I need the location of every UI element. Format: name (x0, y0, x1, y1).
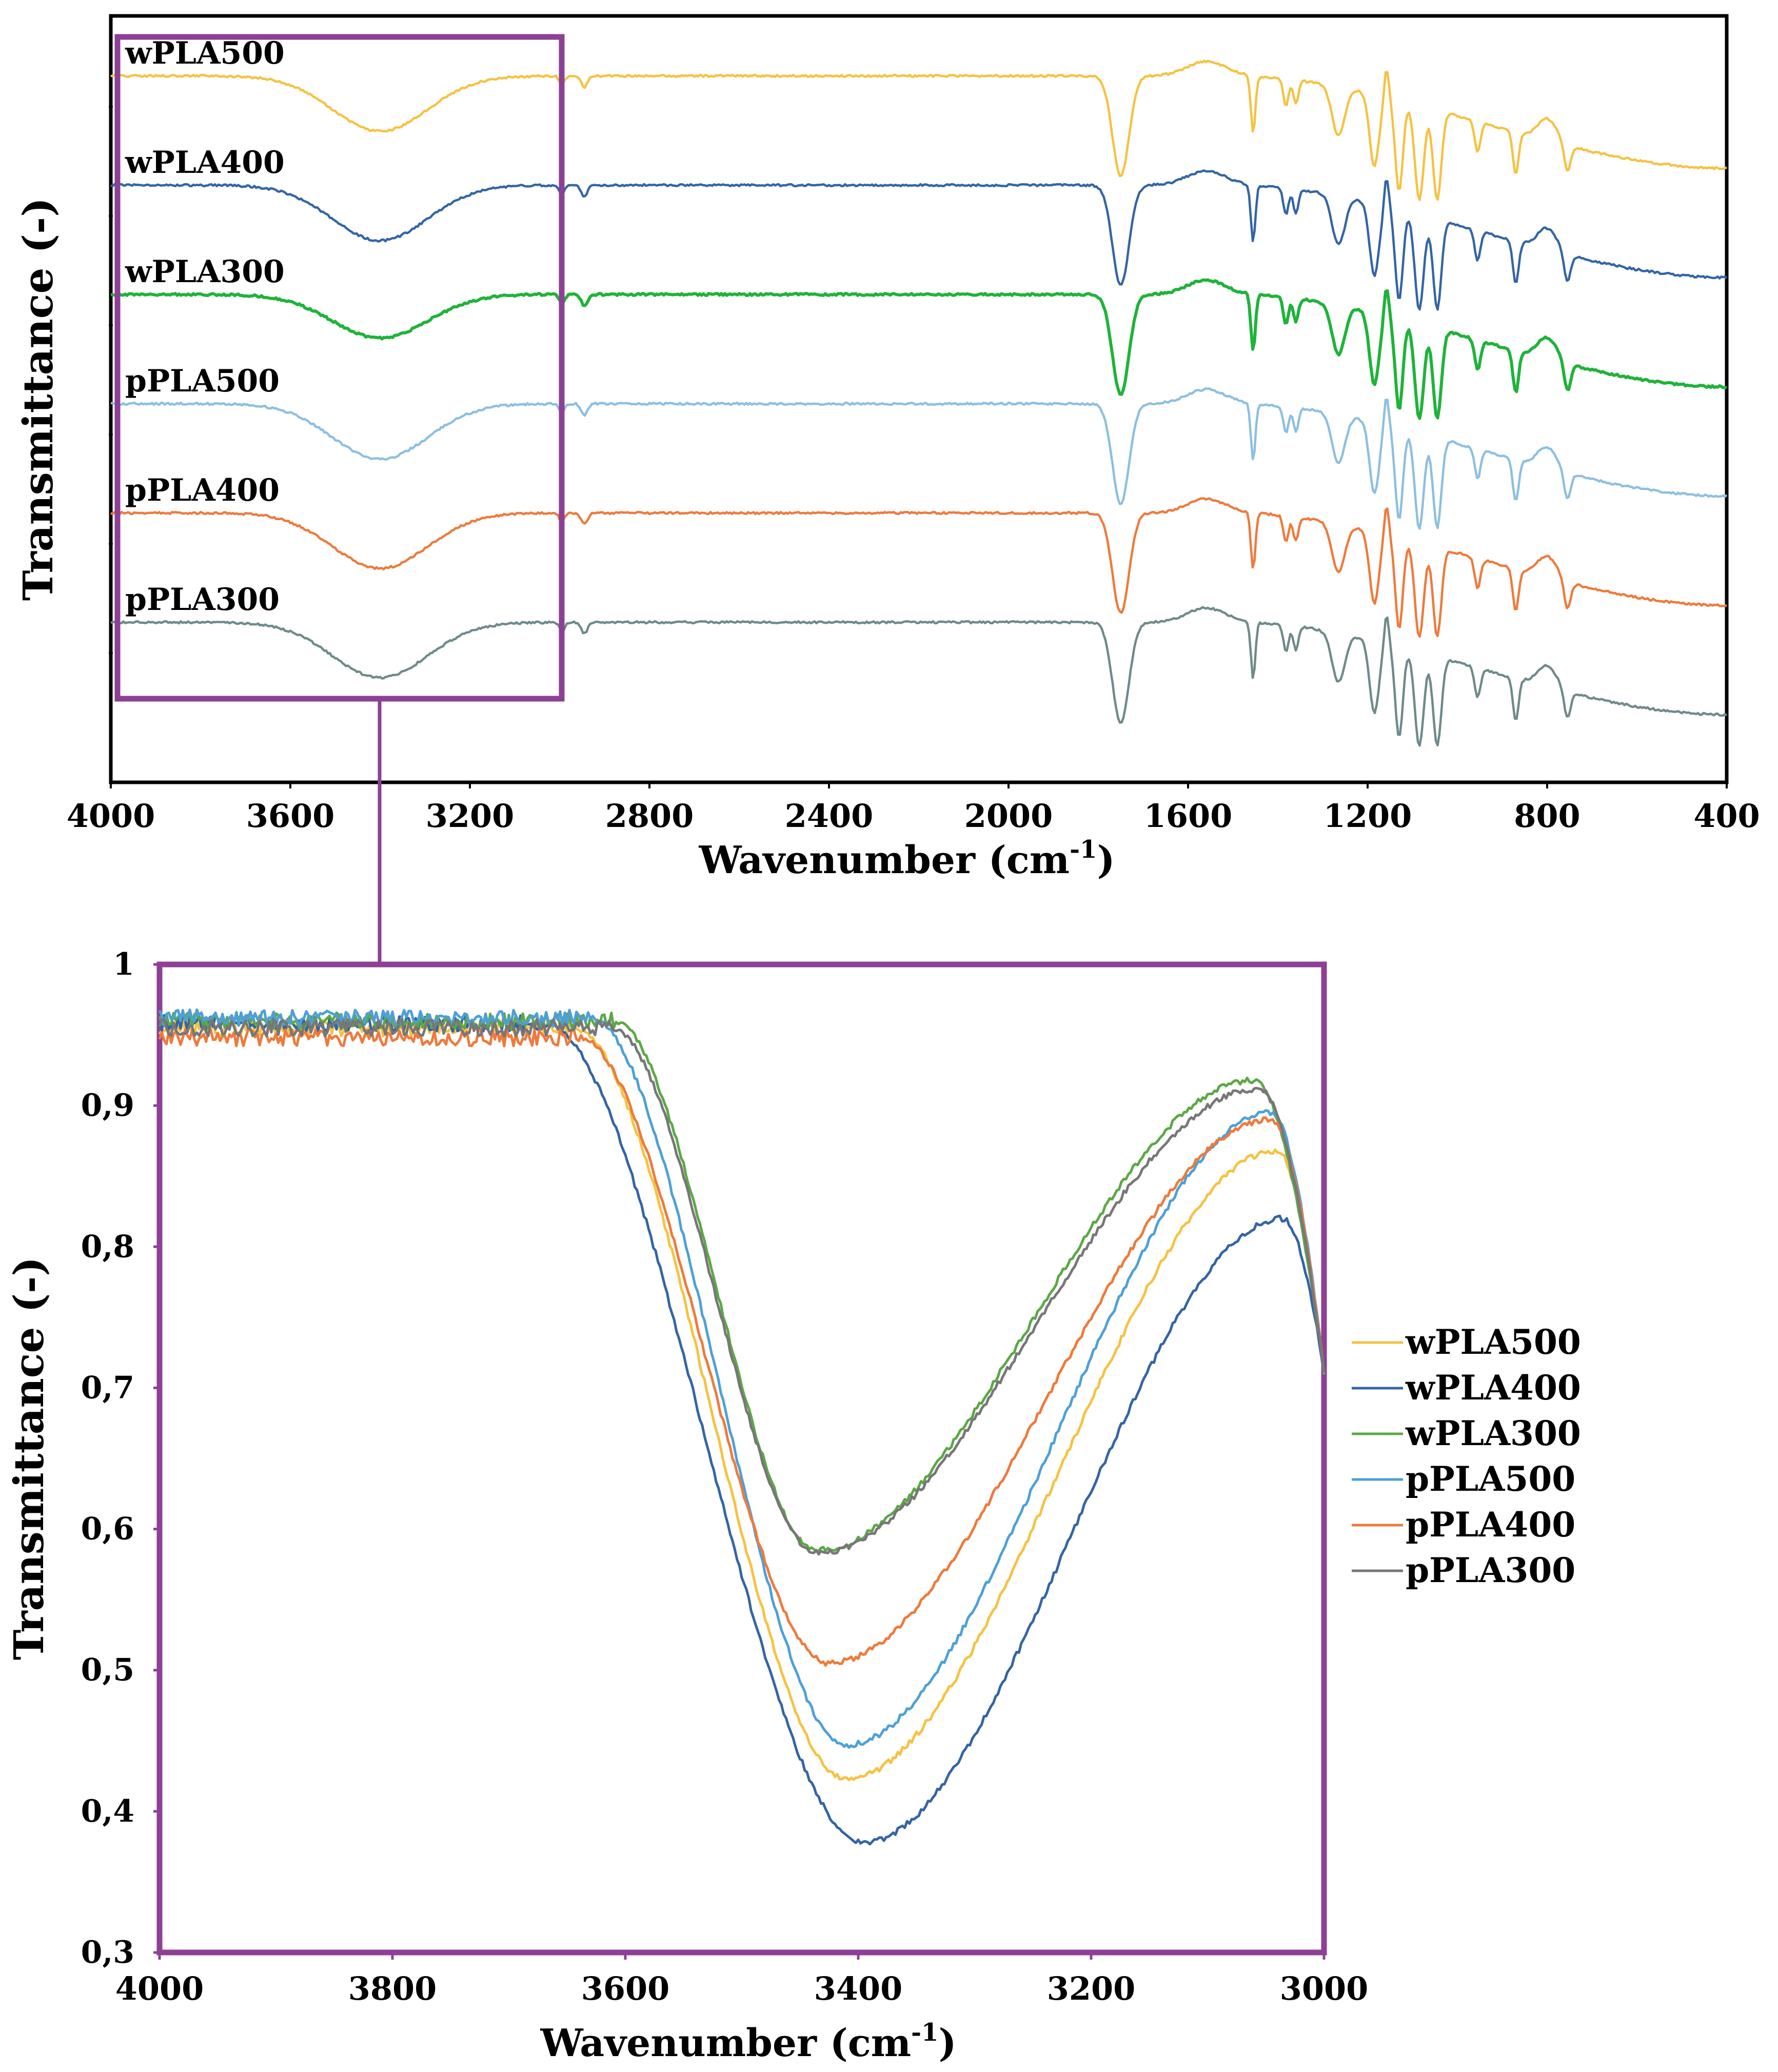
zoom-x-tick-label: 4000 (115, 1970, 204, 2007)
zoom-series-group (158, 1008, 1326, 1846)
zoom-y-tick-label: 0,5 (81, 1652, 134, 1688)
zoom-x-axis-title-main: Wavenumber (cm (540, 2021, 912, 2065)
overview-x-tick-label: 3200 (426, 797, 515, 835)
overview-x-axis-title-close: ) (1097, 838, 1115, 882)
overview-series-label-pPLA300: pPLA300 (125, 582, 280, 618)
zoom-x-tick-label: 3600 (581, 1970, 670, 2007)
zoom-plot-frame (156, 961, 1327, 1956)
zoom-x-axis-title-close: ) (938, 2021, 956, 2065)
zoom-y-tick-label: 0,8 (81, 1229, 134, 1265)
overview-series-wPLA400 (110, 169, 1728, 311)
overview-x-axis-title-sup: -1 (1070, 835, 1097, 864)
legend-label-pPLA400: pPLA400 (1406, 1505, 1575, 1545)
overview-series-label-wPLA300: wPLA300 (125, 254, 285, 290)
legend-label-pPLA500: pPLA500 (1406, 1459, 1575, 1499)
legend-label-wPLA500: wPLA500 (1405, 1322, 1581, 1362)
overview-series-pPLA500 (110, 387, 1728, 530)
zoom-series-pPLA500 (158, 1008, 1326, 1749)
overview-chart: wPLA500 wPLA400 wPLA300 pPLA500 pPLA400 pPLA3… (14, 14, 1760, 964)
overview-series-label-wPLA500: wPLA500 (125, 35, 285, 71)
overview-plot-frame (109, 14, 1729, 784)
overview-series-group (110, 60, 1728, 747)
overview-series-pPLA400 (110, 497, 1727, 638)
overview-x-tick-label: 2000 (964, 797, 1053, 835)
zoom-y-tick-label: 0,7 (81, 1370, 134, 1406)
zoom-y-tick-label: 0,6 (81, 1511, 134, 1547)
overview-series-label-wPLA400: wPLA400 (125, 145, 285, 181)
overview-x-tick-label: 3600 (246, 797, 335, 835)
overview-series-wPLA300 (110, 278, 1727, 420)
zoom-y-tick-labels: 1 0,9 0,8 0,7 0,6 0,5 0,4 0,3 (81, 946, 160, 1970)
zoom-x-tick-label: 3400 (814, 1970, 903, 2007)
overview-series-label-pPLA500: pPLA500 (125, 363, 280, 399)
overview-x-tick-label: 800 (1514, 797, 1580, 835)
overview-series-label-pPLA400: pPLA400 (125, 472, 280, 508)
overview-x-tick-label: 2800 (605, 797, 694, 835)
overview-y-tick-marks (109, 106, 113, 654)
zoom-series-pPLA400 (158, 1028, 1326, 1667)
legend-label-wPLA300: wPLA300 (1405, 1413, 1581, 1453)
zoom-series-pPLA300 (158, 1018, 1326, 1556)
overview-x-tick-label: 1600 (1144, 797, 1233, 835)
overview-x-axis-title: Wavenumber (cm-1) (699, 835, 1115, 882)
overview-series-labels: wPLA500 wPLA400 wPLA300 pPLA500 pPLA400 pPLA3… (125, 35, 285, 618)
overview-y-axis-title: Transmittance (-) (14, 198, 62, 601)
zoom-region-highlight (114, 34, 565, 702)
zoom-y-axis-title: Transmittance (-) (5, 1257, 53, 1660)
zoom-x-axis-title-sup: -1 (911, 2018, 938, 2047)
overview-series-wPLA500 (110, 60, 1727, 201)
zoom-y-tick-label: 1 (113, 946, 134, 982)
zoom-x-axis-title: Wavenumber (cm-1) (540, 2018, 957, 2065)
zoom-y-tick-label: 0,3 (81, 1935, 134, 1970)
legend-label-pPLA300: pPLA300 (1406, 1550, 1575, 1590)
zoom-chart: 1 0,9 0,8 0,7 0,6 0,5 0,4 0,3 4000 3800 3600 3400 3… (5, 946, 1581, 2065)
zoom-x-tick-label: 3800 (348, 1970, 437, 2007)
overview-x-tick-label: 400 (1693, 797, 1760, 835)
legend-label-wPLA400: wPLA400 (1405, 1368, 1581, 1408)
zoom-x-tick-labels: 4000 3800 3600 3400 3200 3000 (115, 1952, 1369, 2007)
overview-series-pPLA300 (110, 606, 1728, 747)
zoom-y-tick-label: 0,9 (81, 1088, 134, 1123)
zoom-x-tick-label: 3000 (1280, 1970, 1369, 2007)
zoom-x-tick-label: 3200 (1047, 1970, 1136, 2007)
overview-x-tick-label: 1200 (1323, 797, 1412, 835)
overview-x-tick-label: 2400 (785, 797, 874, 835)
zoom-legend: wPLA500 wPLA400 wPLA300 pPLA500 pPLA400 pPLA3… (1352, 1322, 1581, 1590)
overview-x-axis-title-main: Wavenumber (cm (699, 838, 1070, 882)
zoom-y-tick-label: 0,4 (81, 1793, 134, 1829)
overview-x-tick-label: 4000 (67, 797, 155, 835)
overview-x-tick-labels: 4000 3600 3200 2800 2400 2000 1600 1200 800 400 (67, 782, 1760, 835)
